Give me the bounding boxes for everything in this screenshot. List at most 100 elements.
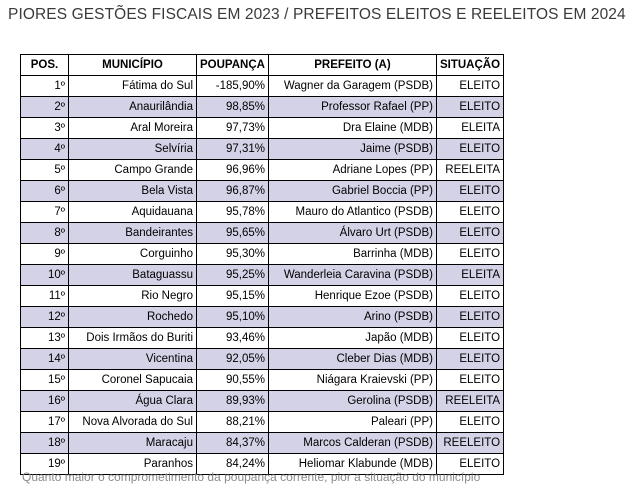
cell-municipality: Bandeirantes (68, 222, 197, 244)
cell-mayor: Wagner da Garagem (PSDB) (267, 75, 437, 97)
cell-status: ELEITO (435, 180, 505, 202)
cell-mayor: Álvaro Urt (PSDB) (267, 222, 437, 244)
cell-status: ELEITO (435, 369, 505, 391)
cell-municipality: Rochedo (68, 306, 197, 328)
table-row: 14º Vicentina 92,05% Cleber Dias (MDB) ELEIT… (20, 348, 505, 370)
cell-position: 12º (20, 306, 69, 328)
header-savings: POUPANÇA (196, 54, 269, 76)
cell-position: 2º (20, 96, 69, 118)
cell-savings: 84,37% (196, 432, 269, 454)
cell-municipality: Nova Alvorada do Sul (68, 411, 197, 433)
table-row: 16º Água Clara 89,93% Gerolina (PSDB) REELEI… (20, 390, 505, 412)
cell-municipality: Dois Irmãos do Buriti (68, 327, 197, 349)
cell-status: ELEITO (435, 138, 505, 160)
cell-status: ELEITO (435, 222, 505, 244)
cell-status: ELEITA (435, 264, 505, 286)
cell-position: 3º (20, 117, 69, 139)
cell-status: ELEITO (435, 285, 505, 307)
cell-municipality: Paranhos (68, 453, 197, 475)
cell-mayor: Mauro do Atlantico (PSDB) (267, 201, 437, 223)
cell-municipality: Aral Moreira (68, 117, 197, 139)
cell-municipality: Vicentina (68, 348, 197, 370)
cell-savings: 95,65% (196, 222, 269, 244)
cell-savings: 95,25% (196, 264, 269, 286)
cell-savings: 95,10% (196, 306, 269, 328)
table-row: 3º Aral Moreira 97,73% Dra Elaine (MDB) ELEI… (20, 117, 505, 139)
cell-position: 17º (20, 411, 69, 433)
cell-municipality: Bela Vista (68, 180, 197, 202)
cell-savings: 88,21% (196, 411, 269, 433)
cell-position: 19º (20, 453, 69, 475)
cell-municipality: Corguinho (68, 243, 197, 265)
cell-mayor: Adriane Lopes (PP) (267, 159, 437, 181)
table-header-row: POS. MUNICÍPIO POUPANÇA PREFEITO (A) SIT… (20, 54, 505, 76)
cell-status: ELEITA (435, 117, 505, 139)
cell-mayor: Professor Rafael (PP) (267, 96, 437, 118)
cell-status: ELEITO (435, 306, 505, 328)
cell-mayor: Marcos Calderan (PSDB) (267, 432, 437, 454)
cell-position: 4º (20, 138, 69, 160)
cell-status: REELEITA (435, 159, 505, 181)
cell-municipality: Campo Grande (68, 159, 197, 181)
cell-savings: 95,15% (196, 285, 269, 307)
cell-position: 9º (20, 243, 69, 265)
cell-mayor: Gabriel Boccia (PP) (267, 180, 437, 202)
cell-municipality: Anaurilândia (68, 96, 197, 118)
cell-mayor: Japão (MDB) (267, 327, 437, 349)
table-row: 8º Bandeirantes 95,65% Álvaro Urt (PSDB) ELE… (20, 222, 505, 244)
cell-savings: 96,87% (196, 180, 269, 202)
cell-municipality: Água Clara (68, 390, 197, 412)
cell-status: REELEITO (435, 432, 505, 454)
cell-mayor: Paleari (PP) (267, 411, 437, 433)
table-row: 1º Fátima do Sul -185,90% Wagner da Garagem… (20, 75, 505, 97)
cell-position: 5º (20, 159, 69, 181)
cell-municipality: Rio Negro (68, 285, 197, 307)
table-row: 17º Nova Alvorada do Sul 88,21% Paleari (PP… (20, 411, 505, 433)
table-row: 5º Campo Grande 96,96% Adriane Lopes (PP) RE… (20, 159, 505, 181)
cell-mayor: Cleber Dias (MDB) (267, 348, 437, 370)
cell-savings: 96,96% (196, 159, 269, 181)
header-mayor: PREFEITO (A) (267, 54, 437, 76)
cell-mayor: Barrinha (MDB) (267, 243, 437, 265)
cell-savings: 92,05% (196, 348, 269, 370)
cell-position: 10º (20, 264, 69, 286)
ranking-table: POS. MUNICÍPIO POUPANÇA PREFEITO (A) SIT… (20, 54, 505, 475)
cell-mayor: Gerolina (PSDB) (267, 390, 437, 412)
cell-mayor: Wanderleia Caravina (PSDB) (267, 264, 437, 286)
table-row: 12º Rochedo 95,10% Arino (PSDB) ELEITO (20, 306, 505, 328)
header-municipality: MUNICÍPIO (68, 54, 197, 76)
cell-status: ELEITO (435, 96, 505, 118)
table-row: 19º Paranhos 84,24% Heliomar Klabunde (MDB)… (20, 453, 505, 475)
cell-municipality: Aquidauana (68, 201, 197, 223)
cell-position: 14º (20, 348, 69, 370)
table-row: 15º Coronel Sapucaia 90,55% Niágara Kraievs… (20, 369, 505, 391)
cell-savings: 93,46% (196, 327, 269, 349)
cell-savings: 95,78% (196, 201, 269, 223)
cell-mayor: Henrique Ezoe (PSDB) (267, 285, 437, 307)
cell-status: ELEITO (435, 243, 505, 265)
cell-savings: 84,24% (196, 453, 269, 475)
cell-municipality: Coronel Sapucaia (68, 369, 197, 391)
table-row: 2º Anaurilândia 98,85% Professor Rafael (PP… (20, 96, 505, 118)
cell-status: ELEITO (435, 201, 505, 223)
table-row: 4º Selvíria 97,31% Jaime (PSDB) ELEITO (20, 138, 505, 160)
table-row: 9º Corguinho 95,30% Barrinha (MDB) ELEITO (20, 243, 505, 265)
cell-municipality: Fátima do Sul (68, 75, 197, 97)
cell-municipality: Bataguassu (68, 264, 197, 286)
cell-savings: -185,90% (196, 75, 269, 97)
table-row: 6º Bela Vista 96,87% Gabriel Boccia (PP) ELE… (20, 180, 505, 202)
cell-position: 16º (20, 390, 69, 412)
page-title: PIORES GESTÕES FISCAIS EM 2023 / PREFEIT… (8, 6, 626, 23)
cell-mayor: Niágara Kraievski (PP) (267, 369, 437, 391)
cell-position: 18º (20, 432, 69, 454)
cell-status: REELEITA (435, 390, 505, 412)
cell-status: ELEITO (435, 75, 505, 97)
cell-status: ELEITO (435, 453, 505, 475)
cell-savings: 97,31% (196, 138, 269, 160)
cell-position: 1º (20, 75, 69, 97)
cell-status: ELEITO (435, 348, 505, 370)
cell-position: 7º (20, 201, 69, 223)
footnote: Quanto maior o comprometimento da poupan… (22, 470, 481, 484)
cell-mayor: Jaime (PSDB) (267, 138, 437, 160)
cell-position: 8º (20, 222, 69, 244)
